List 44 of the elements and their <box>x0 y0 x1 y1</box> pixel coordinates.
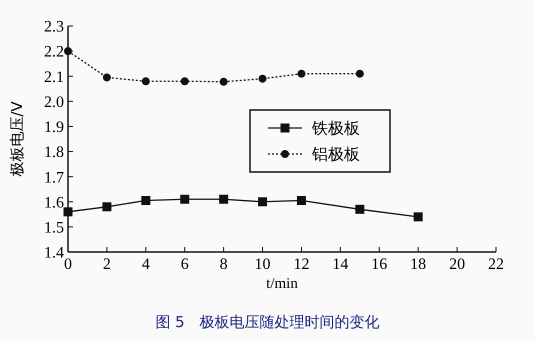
x-tick-label: 14 <box>332 256 348 273</box>
point <box>297 70 306 78</box>
text: 图 5 极板电压随处理时间的变化 <box>155 313 380 331</box>
x-tick-label: 6 <box>180 256 189 273</box>
point <box>180 194 190 204</box>
y-tick-label: 2.2 <box>44 44 64 61</box>
point <box>296 196 306 206</box>
y-tick-label: 2.0 <box>44 94 64 111</box>
point <box>220 78 228 86</box>
point <box>102 202 112 212</box>
y-tick-label: 1.9 <box>44 119 64 136</box>
point <box>355 204 364 214</box>
y-axis-title: 极板电压/V <box>8 100 26 178</box>
point <box>356 70 364 78</box>
x-tick-label: 4 <box>142 256 150 273</box>
y-tick-label: 1.5 <box>44 219 64 236</box>
y-tick-label: 1.6 <box>44 194 64 212</box>
x-tick-label: 10 <box>254 256 271 273</box>
point <box>258 197 268 206</box>
point <box>219 194 228 204</box>
x-axis-title: t/min <box>266 276 298 292</box>
y-tick-label: 2.3 <box>44 18 64 36</box>
legend-label: 铁极板 <box>311 118 360 138</box>
point <box>64 47 72 56</box>
legend-label: 铝极板 <box>311 144 360 164</box>
y-tick-label: 2.1 <box>44 68 64 86</box>
point <box>64 207 72 216</box>
point <box>414 212 423 222</box>
point <box>258 74 267 83</box>
y-tick-label: 1.8 <box>44 144 64 162</box>
x-tick-label: 8 <box>220 256 228 273</box>
y-tick-label: 1.4 <box>44 244 64 262</box>
x-tick-label: 2 <box>102 256 111 273</box>
x-tick-label: 0 <box>64 256 72 273</box>
x-tick-label: 18 <box>410 256 426 273</box>
point <box>180 77 189 86</box>
x-tick-label: 22 <box>488 256 504 273</box>
y-tick-label: 1.7 <box>44 169 64 186</box>
x-tick-label: 16 <box>371 256 388 273</box>
point <box>142 77 150 86</box>
x-tick-label: 20 <box>449 256 466 273</box>
point <box>141 196 150 206</box>
point <box>102 73 111 82</box>
x-tick-label: 12 <box>293 256 310 273</box>
